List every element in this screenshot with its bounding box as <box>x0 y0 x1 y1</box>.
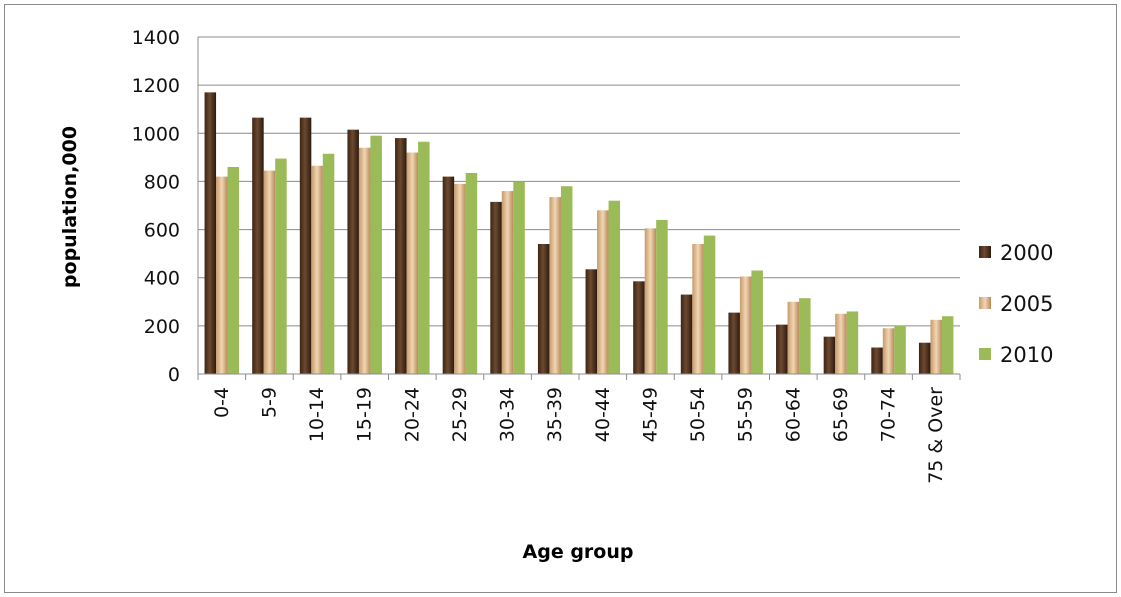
y-tick-label: 1400 <box>132 27 180 49</box>
legend: 2000 2005 2010 <box>979 241 1053 367</box>
x-tick-label: 20-24 <box>401 387 423 442</box>
bar-2010-55-59 <box>751 270 763 374</box>
bar-2010-70-74 <box>894 325 906 374</box>
bar-2005-5-9 <box>263 170 276 374</box>
bar-2010-30-34 <box>513 181 525 374</box>
y-tick-label: 1000 <box>132 123 180 145</box>
x-tick-label: 5-9 <box>258 387 280 418</box>
bar-2010-20-24 <box>418 141 430 374</box>
bar-2005-60-64 <box>787 301 800 374</box>
bar-2000-60-64 <box>776 324 788 374</box>
bar-2000-30-34 <box>490 201 502 374</box>
bar-2010-10-14 <box>322 153 335 374</box>
y-tick-label: 200 <box>144 316 180 338</box>
bars <box>204 92 954 375</box>
y-tick-label: 0 <box>168 364 180 386</box>
legend-swatch-2000 <box>979 246 991 258</box>
axes <box>197 37 961 380</box>
x-axis-title: Age group <box>523 541 634 563</box>
bar-2010-25-29 <box>465 173 478 374</box>
bar-2010-75-over <box>941 316 954 374</box>
bar-2010-5-9 <box>275 158 287 374</box>
legend-label-2005: 2005 <box>1000 292 1053 316</box>
bar-2005-45-49 <box>644 228 657 374</box>
bar-2000-70-74 <box>871 347 883 374</box>
x-tick-label: 15-19 <box>354 387 376 442</box>
x-tick-label: 35-39 <box>544 387 566 442</box>
bar-2005-30-34 <box>501 191 514 374</box>
x-tick-label: 65-69 <box>830 387 852 442</box>
bar-2010-50-54 <box>703 235 716 374</box>
bar-2010-0-4 <box>227 166 240 374</box>
x-tick-label: 30-34 <box>497 387 519 442</box>
bar-2010-45-49 <box>656 219 668 374</box>
bar-2000-10-14 <box>299 117 312 374</box>
bar-2000-25-29 <box>442 176 455 374</box>
x-tick-labels: 0-4 5-9 10-14 15-19 20-24 25-29 30-34 35-39 40-4… <box>211 387 947 484</box>
bar-2005-50-54 <box>692 244 704 374</box>
x-tick-label: 50-54 <box>687 387 709 442</box>
bar-2010-65-69 <box>846 311 859 374</box>
y-tick-label: 800 <box>144 171 180 193</box>
bar-2005-40-44 <box>597 210 609 374</box>
x-tick-label: 10-14 <box>306 387 328 442</box>
bar-2000-0-4 <box>204 92 217 375</box>
x-tick-label: 70-74 <box>878 387 900 442</box>
bar-2005-15-19 <box>358 147 371 374</box>
bar-2000-50-54 <box>680 294 693 374</box>
bar-2000-55-59 <box>728 312 740 374</box>
bar-2005-0-4 <box>216 176 228 374</box>
bar-2005-35-39 <box>549 197 561 374</box>
x-tick-label: 40-44 <box>592 387 614 442</box>
bar-2000-45-49 <box>633 281 645 374</box>
bar-2005-55-59 <box>739 276 752 374</box>
x-tick-label: 60-64 <box>782 387 804 442</box>
legend-label-2010: 2010 <box>1000 343 1053 367</box>
y-axis-title: population,000 <box>59 126 81 288</box>
bar-2005-75-over <box>930 319 942 374</box>
x-tick-label: 75 & Over <box>925 387 947 484</box>
x-tick-label: 25-29 <box>449 387 471 442</box>
bar-2010-60-64 <box>799 298 811 374</box>
legend-swatch-2010 <box>979 348 991 360</box>
x-tick-label: 0-4 <box>211 387 233 418</box>
y-tick-label: 600 <box>144 220 180 242</box>
bar-2005-70-74 <box>882 328 895 374</box>
bar-2010-35-39 <box>560 186 573 374</box>
bar-2000-5-9 <box>252 117 264 374</box>
bar-2000-15-19 <box>347 129 359 374</box>
y-tick-labels: 0 200 400 600 800 1000 1200 1400 <box>132 27 180 386</box>
bar-2010-40-44 <box>608 200 621 374</box>
bar-2000-35-39 <box>537 244 550 374</box>
legend-label-2000: 2000 <box>1000 241 1053 265</box>
bar-2005-65-69 <box>835 313 847 374</box>
bar-2000-20-24 <box>395 138 407 374</box>
bar-2000-40-44 <box>585 269 598 374</box>
bar-2005-25-29 <box>454 183 466 374</box>
x-tick-label: 55-59 <box>735 387 757 442</box>
y-tick-label: 1200 <box>132 75 180 97</box>
bar-2010-15-19 <box>370 135 382 374</box>
y-tick-label: 400 <box>144 268 180 290</box>
bar-2000-75-over <box>918 342 931 374</box>
bar-2005-20-24 <box>406 152 419 374</box>
bar-2005-10-14 <box>311 165 323 374</box>
x-tick-label: 45-49 <box>639 387 661 442</box>
legend-swatch-2005 <box>979 297 991 309</box>
bar-2000-65-69 <box>823 336 836 374</box>
